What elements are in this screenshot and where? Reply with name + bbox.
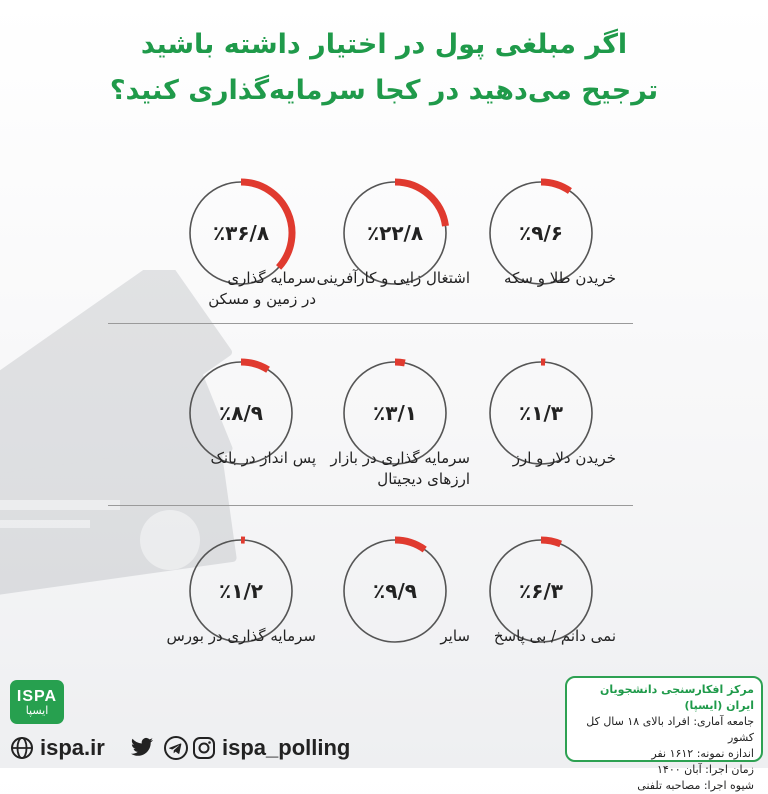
category-label: نمی دانم / بی پاسخ	[456, 626, 616, 647]
category-label-line2: ارزهای دیجیتال	[310, 469, 470, 490]
globe-icon	[10, 736, 34, 760]
category-label: اشتغال زایی و کارآفرینی	[310, 268, 470, 289]
category-label: خریدن طلا و سکه	[456, 268, 616, 289]
donut-grid: ٪۳۶/۸ سرمایه گذاری در زمین و مسکن ٪۲۲/۸ …	[0, 0, 768, 768]
category-label-line1: خریدن دلار و ارز	[456, 448, 616, 469]
category-label-line1: اشتغال زایی و کارآفرینی	[310, 268, 470, 289]
category-label-line1: سایر	[310, 626, 470, 647]
category-label: پس انداز در بانک	[156, 448, 316, 469]
twitter-icon[interactable]	[130, 737, 154, 759]
logo-text-fa: ایسپا	[26, 704, 49, 717]
row-divider	[108, 323, 633, 324]
instagram-link[interactable]: ispa_polling	[192, 734, 350, 762]
survey-date: زمان اجرا: آبان ۱۴۰۰	[574, 762, 754, 778]
category-label-line1: پس انداز در بانک	[156, 448, 316, 469]
survey-info-box: مرکز افکارسنجی دانشجویان ایران (ایسپا) ج…	[565, 676, 763, 762]
telegram-icon[interactable]	[164, 736, 188, 760]
category-label-line1: خریدن طلا و سکه	[456, 268, 616, 289]
category-label: سایر	[310, 626, 470, 647]
instagram-handle: ispa_polling	[222, 735, 350, 761]
website-link[interactable]: ispa.ir	[10, 734, 105, 762]
survey-sample-size: اندازه نمونه: ۱۶۱۲ نفر	[574, 746, 754, 762]
survey-population: جامعه آماری: افراد بالای ۱۸ سال کل کشور	[574, 714, 754, 746]
category-label: سرمایه گذاری در زمین و مسکن	[156, 268, 316, 310]
category-label-line1: سرمایه گذاری در بازار	[310, 448, 470, 469]
category-label-line1: سرمایه گذاری	[156, 268, 316, 289]
category-label: خریدن دلار و ارز	[456, 448, 616, 469]
row-divider	[108, 505, 633, 506]
category-label: سرمایه گذاری در بورس	[156, 626, 316, 647]
social-icons	[130, 734, 188, 762]
category-label-line2: در زمین و مسکن	[156, 289, 316, 310]
website-text: ispa.ir	[40, 735, 105, 761]
ispa-logo: ISPA ایسپا	[10, 680, 64, 724]
survey-method: شیوه اجرا: مصاحبه تلفنی	[574, 778, 754, 794]
survey-org: مرکز افکارسنجی دانشجویان ایران (ایسپا)	[574, 682, 754, 714]
category-label-line1: سرمایه گذاری در بورس	[156, 626, 316, 647]
category-label: سرمایه گذاری در بازار ارزهای دیجیتال	[310, 448, 470, 490]
category-label-line1: نمی دانم / بی پاسخ	[456, 626, 616, 647]
instagram-icon	[192, 736, 216, 760]
